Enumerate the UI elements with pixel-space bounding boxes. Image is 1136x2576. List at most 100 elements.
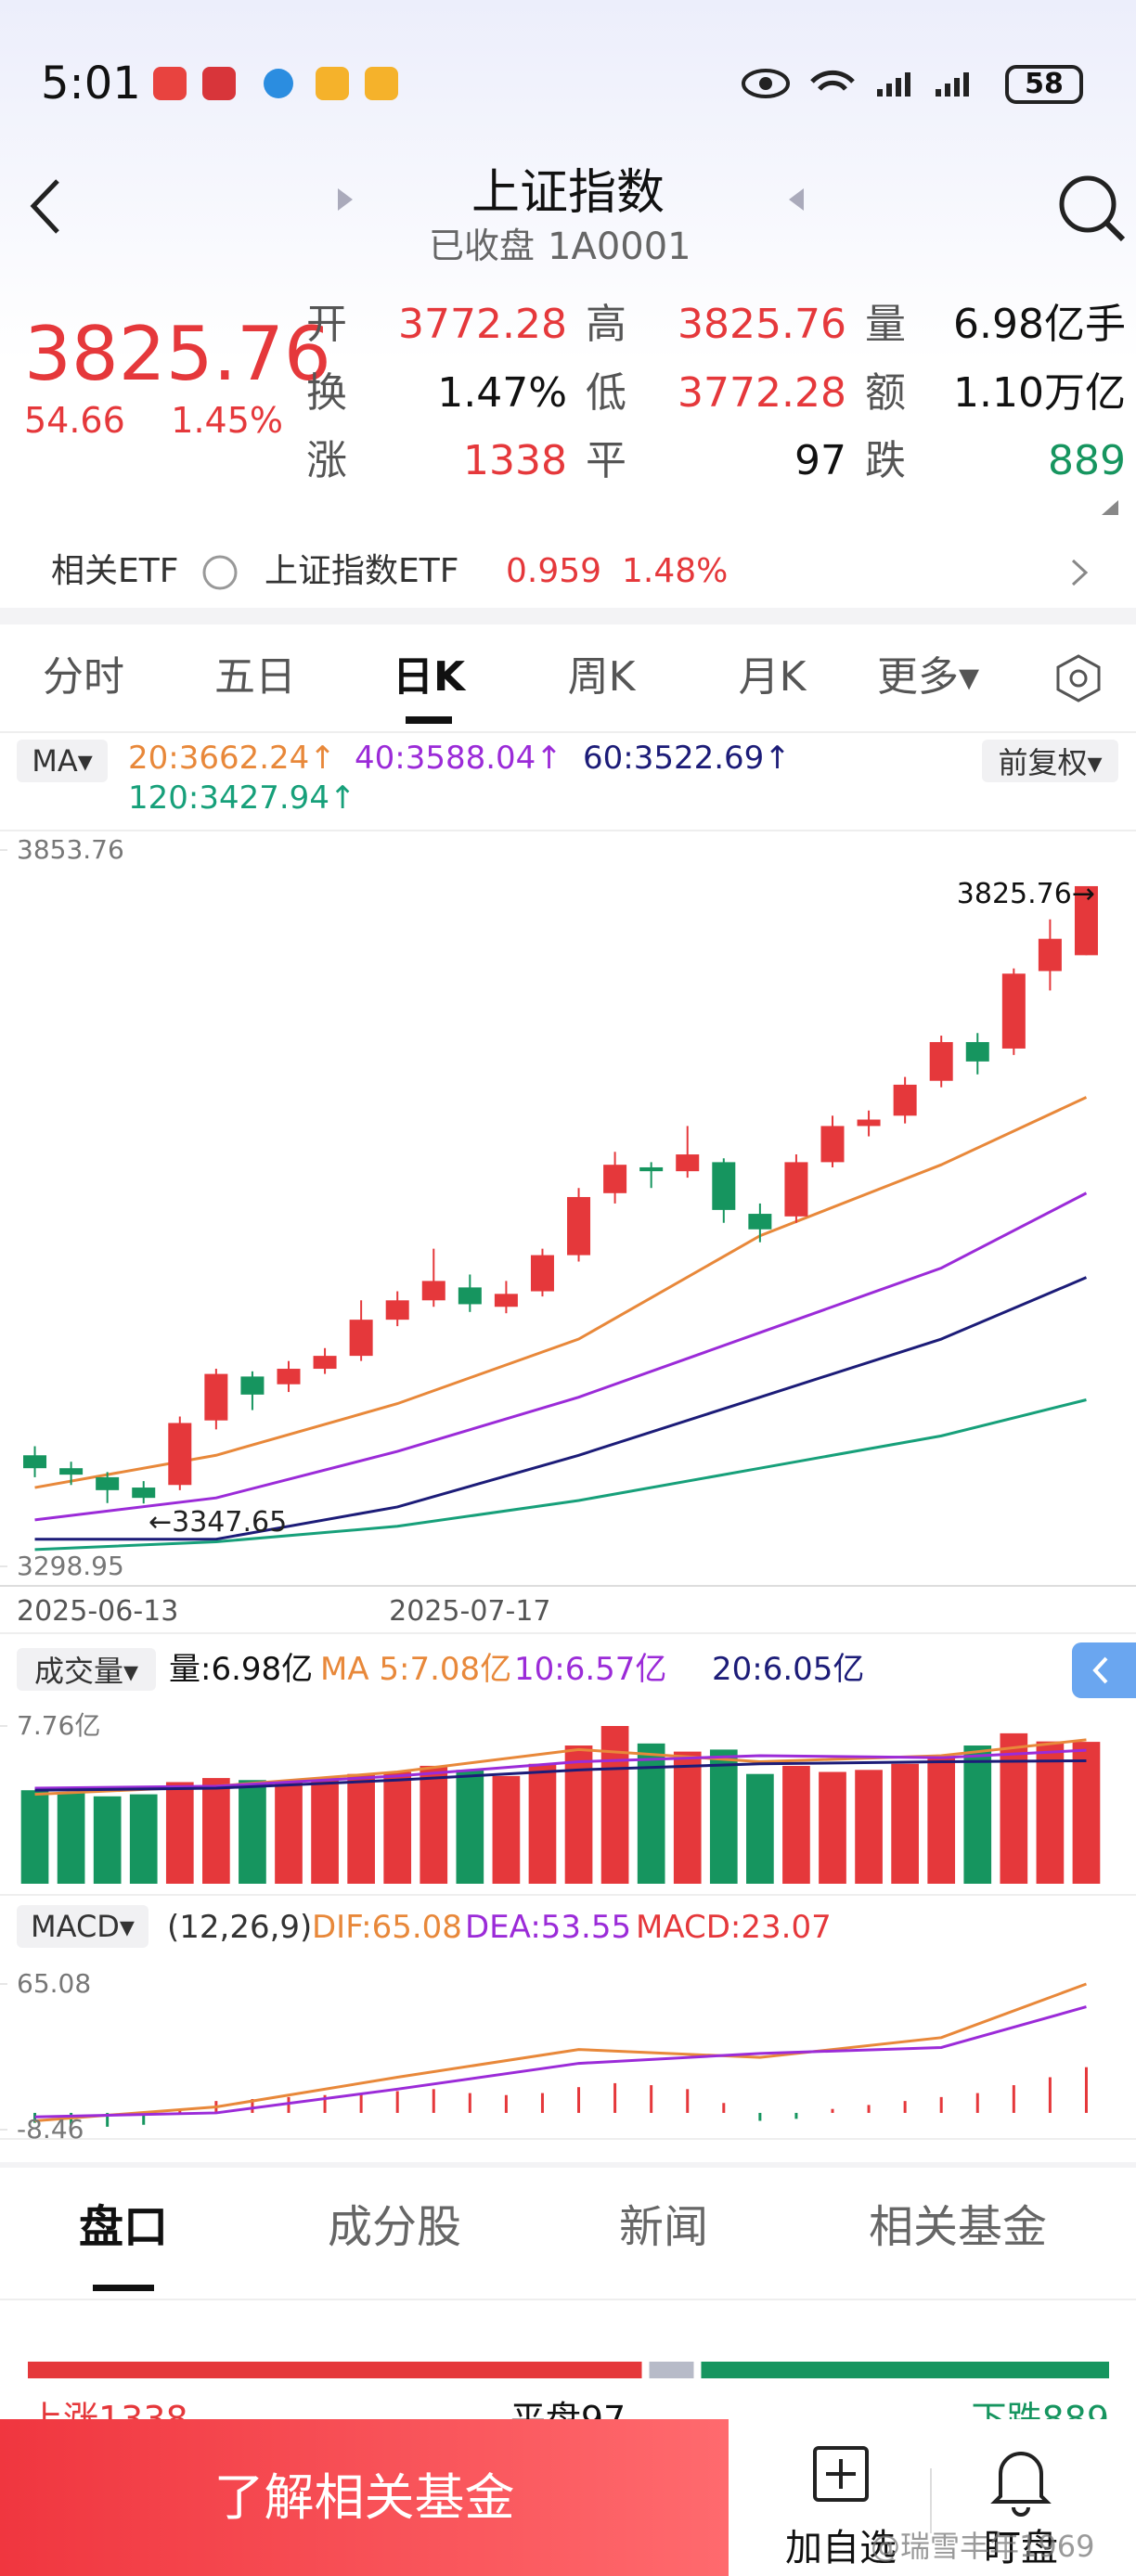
app-icon xyxy=(316,67,349,100)
legend-entry: 量:6.98亿 xyxy=(169,1651,314,1688)
volume-bar xyxy=(600,1726,629,1884)
candle-body xyxy=(748,1214,772,1230)
volume-button[interactable]: 成交量▾ xyxy=(17,1648,156,1691)
adjust-button[interactable]: 前复权▾ xyxy=(982,740,1118,782)
wifi-icon xyxy=(810,70,855,91)
volume-bar xyxy=(782,1765,810,1884)
volume-bar xyxy=(1000,1732,1028,1884)
bottom-tab[interactable]: 盘口 xyxy=(78,2201,169,2253)
legend-entry: 120:3427.94↑ xyxy=(128,779,356,817)
action-label[interactable]: 加自选 xyxy=(785,2527,897,2570)
volume-bar xyxy=(129,1794,158,1884)
field-label: 平 xyxy=(586,437,626,484)
tab[interactable]: 五日 xyxy=(214,653,296,701)
clock: 5:01 xyxy=(41,58,141,109)
field-label: 开 xyxy=(306,301,347,348)
volume-bar xyxy=(746,1773,774,1884)
bottom-tab[interactable]: 成分股 xyxy=(327,2201,462,2253)
line xyxy=(34,1748,1087,1790)
ma-button[interactable]: MA▾ xyxy=(17,740,108,782)
macd-button[interactable]: MACD▾ xyxy=(17,1905,148,1948)
change-pct: 1.45% xyxy=(171,400,283,441)
legend-entry: 10:6.57亿 xyxy=(514,1651,667,1688)
candle-body xyxy=(96,1476,120,1490)
line xyxy=(34,1398,1087,1552)
bottom-tab[interactable]: 相关基金 xyxy=(868,2201,1048,2253)
field-value: 3772.28 xyxy=(398,301,567,348)
tab[interactable]: 月K xyxy=(738,653,807,701)
back-button[interactable] xyxy=(30,179,59,234)
side-tab[interactable] xyxy=(1072,1642,1136,1698)
tab[interactable]: 分时 xyxy=(43,653,124,701)
change: 54.66 xyxy=(24,400,125,441)
candle-body xyxy=(132,1488,156,1499)
etf-label: 相关ETF xyxy=(51,552,179,590)
app-icon xyxy=(202,67,236,100)
volume-bar xyxy=(347,1773,375,1884)
volume-bar xyxy=(239,1780,266,1884)
bottom-tab[interactable]: 新闻 xyxy=(618,2201,709,2253)
app-icon xyxy=(153,67,187,100)
legend-entry: DEA:53.55 xyxy=(465,1909,632,1946)
volume-bar xyxy=(165,1782,194,1884)
info-icon[interactable] xyxy=(202,555,238,590)
candle-body xyxy=(168,1423,192,1486)
legend-entry: 20:6.05亿 xyxy=(712,1651,865,1688)
volume-bar xyxy=(891,1763,919,1884)
action-label[interactable]: 盯盘 xyxy=(984,2527,1058,2570)
line xyxy=(34,1758,1087,1792)
field-value: 6.98亿手 xyxy=(953,301,1126,348)
volume-bar xyxy=(492,1775,521,1884)
tab[interactable]: 日K xyxy=(392,653,466,701)
volume-bar xyxy=(1072,1742,1101,1884)
separator xyxy=(0,2162,1136,2168)
volume-bar xyxy=(383,1771,412,1884)
field-label: 跌 xyxy=(865,437,906,484)
breadth-segment xyxy=(701,2362,1109,2378)
candle-body xyxy=(1038,938,1062,972)
battery-icon xyxy=(1005,65,1083,104)
etf-name[interactable]: 上证指数ETF xyxy=(265,552,459,590)
candle-body xyxy=(1001,973,1026,1049)
side-tab xyxy=(1092,1656,1108,1684)
settings-icon[interactable] xyxy=(1056,654,1101,702)
volume-bar xyxy=(528,1763,557,1884)
eye-icon xyxy=(759,77,772,90)
price: 3825.76 xyxy=(24,311,331,397)
legend-entry: 60:3522.69↑ xyxy=(583,740,791,777)
y-tick-label: 7.76亿 xyxy=(17,1710,101,1741)
volume-bar xyxy=(311,1778,339,1884)
eye-icon xyxy=(742,69,790,98)
field-label: 涨 xyxy=(306,437,347,484)
candle-body xyxy=(893,1084,917,1116)
tab[interactable]: 更多▾ xyxy=(876,653,980,701)
cta-button[interactable]: 了解相关基金 xyxy=(0,2419,729,2576)
candle-body xyxy=(23,1455,47,1469)
field-label: 高 xyxy=(586,301,626,348)
legend-entry: MACD:23.07 xyxy=(636,1909,832,1946)
chevron[interactable] xyxy=(1071,559,1089,586)
volume-bar xyxy=(637,1743,665,1884)
tab[interactable]: 周K xyxy=(567,653,636,701)
search-icon xyxy=(1104,220,1126,242)
max-label: 3825.76→ xyxy=(956,877,1095,910)
volume-bar xyxy=(20,1790,49,1884)
separator xyxy=(0,608,1136,625)
title: 上证指数 xyxy=(471,165,665,221)
y-tick-label: 3298.95 xyxy=(17,1551,124,1581)
volume-bar xyxy=(93,1796,122,1884)
line xyxy=(34,1191,1088,1522)
candle-body xyxy=(385,1300,409,1320)
field-value: 1.10万亿 xyxy=(953,369,1126,417)
search-icon[interactable] xyxy=(1059,175,1117,233)
candle-body xyxy=(458,1287,482,1305)
x-tick-label: 2025-06-13 xyxy=(17,1595,179,1628)
breadth-segment xyxy=(649,2362,694,2378)
field-value: 3772.28 xyxy=(678,369,846,417)
field-label: 低 xyxy=(586,369,626,417)
etf-pct: 1.48% xyxy=(622,552,729,590)
field-label: 额 xyxy=(865,369,906,417)
candle-body xyxy=(857,1119,881,1127)
y-tick-label: -8.46 xyxy=(17,2114,84,2145)
code: 1A0001 xyxy=(548,225,691,268)
